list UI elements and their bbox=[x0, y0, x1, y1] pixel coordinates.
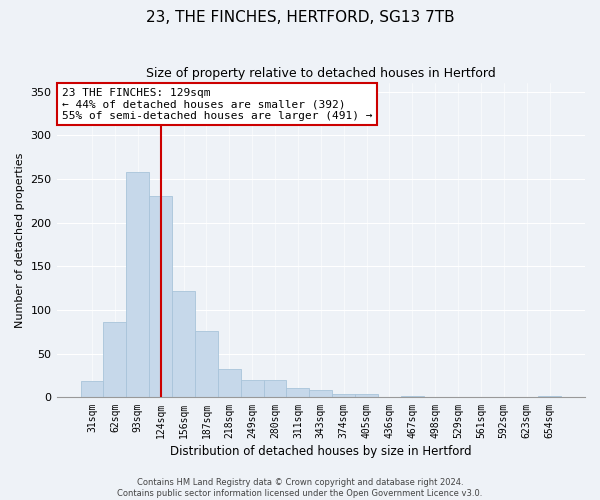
Bar bbox=[103, 322, 127, 398]
X-axis label: Distribution of detached houses by size in Hertford: Distribution of detached houses by size … bbox=[170, 444, 472, 458]
Text: 23 THE FINCHES: 129sqm
← 44% of detached houses are smaller (392)
55% of semi-de: 23 THE FINCHES: 129sqm ← 44% of detached… bbox=[62, 88, 373, 121]
Bar bbox=[401, 396, 424, 398]
Bar bbox=[538, 396, 561, 398]
Bar bbox=[310, 390, 332, 398]
Title: Size of property relative to detached houses in Hertford: Size of property relative to detached ho… bbox=[146, 68, 496, 80]
Bar bbox=[332, 394, 355, 398]
Bar bbox=[80, 381, 103, 398]
Bar bbox=[172, 291, 195, 398]
Bar bbox=[286, 388, 310, 398]
Y-axis label: Number of detached properties: Number of detached properties bbox=[15, 152, 25, 328]
Text: Contains HM Land Registry data © Crown copyright and database right 2024.
Contai: Contains HM Land Registry data © Crown c… bbox=[118, 478, 482, 498]
Bar bbox=[355, 394, 378, 398]
Text: 23, THE FINCHES, HERTFORD, SG13 7TB: 23, THE FINCHES, HERTFORD, SG13 7TB bbox=[146, 10, 454, 25]
Bar bbox=[195, 331, 218, 398]
Bar bbox=[263, 380, 286, 398]
Bar bbox=[127, 172, 149, 398]
Bar bbox=[241, 380, 263, 398]
Bar bbox=[149, 196, 172, 398]
Bar bbox=[218, 368, 241, 398]
